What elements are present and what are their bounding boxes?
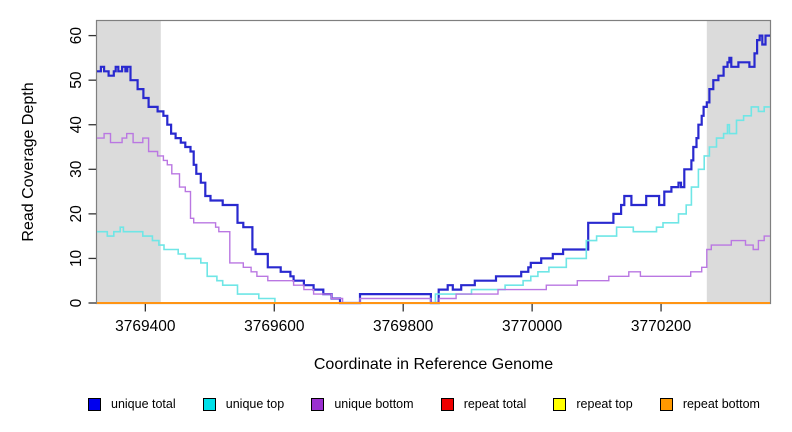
legend-label: repeat total <box>463 397 527 411</box>
legend-label: unique total <box>111 397 176 411</box>
x-axis-title: Coordinate in Reference Genome <box>313 356 554 373</box>
coverage-plot: 3769400 3769600 3769800 3770000 3770200 0 10 20… <box>68 19 772 335</box>
legend-swatch-icon <box>659 397 673 411</box>
legend-item-unique-total: unique total <box>88 397 176 411</box>
x-tick-label: 3770000 <box>502 318 563 335</box>
shaded-region <box>97 20 161 304</box>
y-tick-label: 30 <box>68 160 85 178</box>
plot-box <box>95 19 772 305</box>
x-tick-label: 3769600 <box>244 318 305 335</box>
legend-label: unique bottom <box>334 397 414 411</box>
legend-item-repeat-bottom: repeat bottom <box>659 397 760 411</box>
y-tick-label: 20 <box>68 205 85 223</box>
legend-swatch-icon <box>553 397 567 411</box>
y-tick-label: 0 <box>68 298 85 307</box>
x-tick-label: 3769400 <box>115 318 176 335</box>
legend-swatch-icon <box>440 397 454 411</box>
y-tick-label: 60 <box>68 27 85 45</box>
legend-swatch-icon <box>311 397 325 411</box>
legend-item-unique-bottom: unique bottom <box>311 397 414 411</box>
legend-swatch-icon <box>202 397 216 411</box>
y-axis-title: Read Coverage Depth <box>20 82 37 242</box>
series-unique-bottom <box>97 132 770 304</box>
legend-item-repeat-top: repeat top <box>553 397 633 411</box>
legend-label: repeat top <box>576 397 633 411</box>
x-tick-label: 3769800 <box>373 318 434 335</box>
legend-label: unique top <box>225 397 285 411</box>
y-tick-label: 50 <box>68 71 85 89</box>
series-unique-top <box>97 106 770 304</box>
legend-item-unique-top: unique top <box>202 397 285 411</box>
legend-label: repeat bottom <box>682 397 760 411</box>
y-tick-label: 10 <box>68 249 85 267</box>
legend-item-repeat-total: repeat total <box>440 397 527 411</box>
legend-swatch-icon <box>88 397 101 411</box>
x-tick-label: 3770200 <box>631 318 692 335</box>
y-tick-label: 40 <box>68 116 85 134</box>
legend: unique total unique top unique bottom repea… <box>88 397 760 411</box>
series-unique-total <box>97 34 770 305</box>
